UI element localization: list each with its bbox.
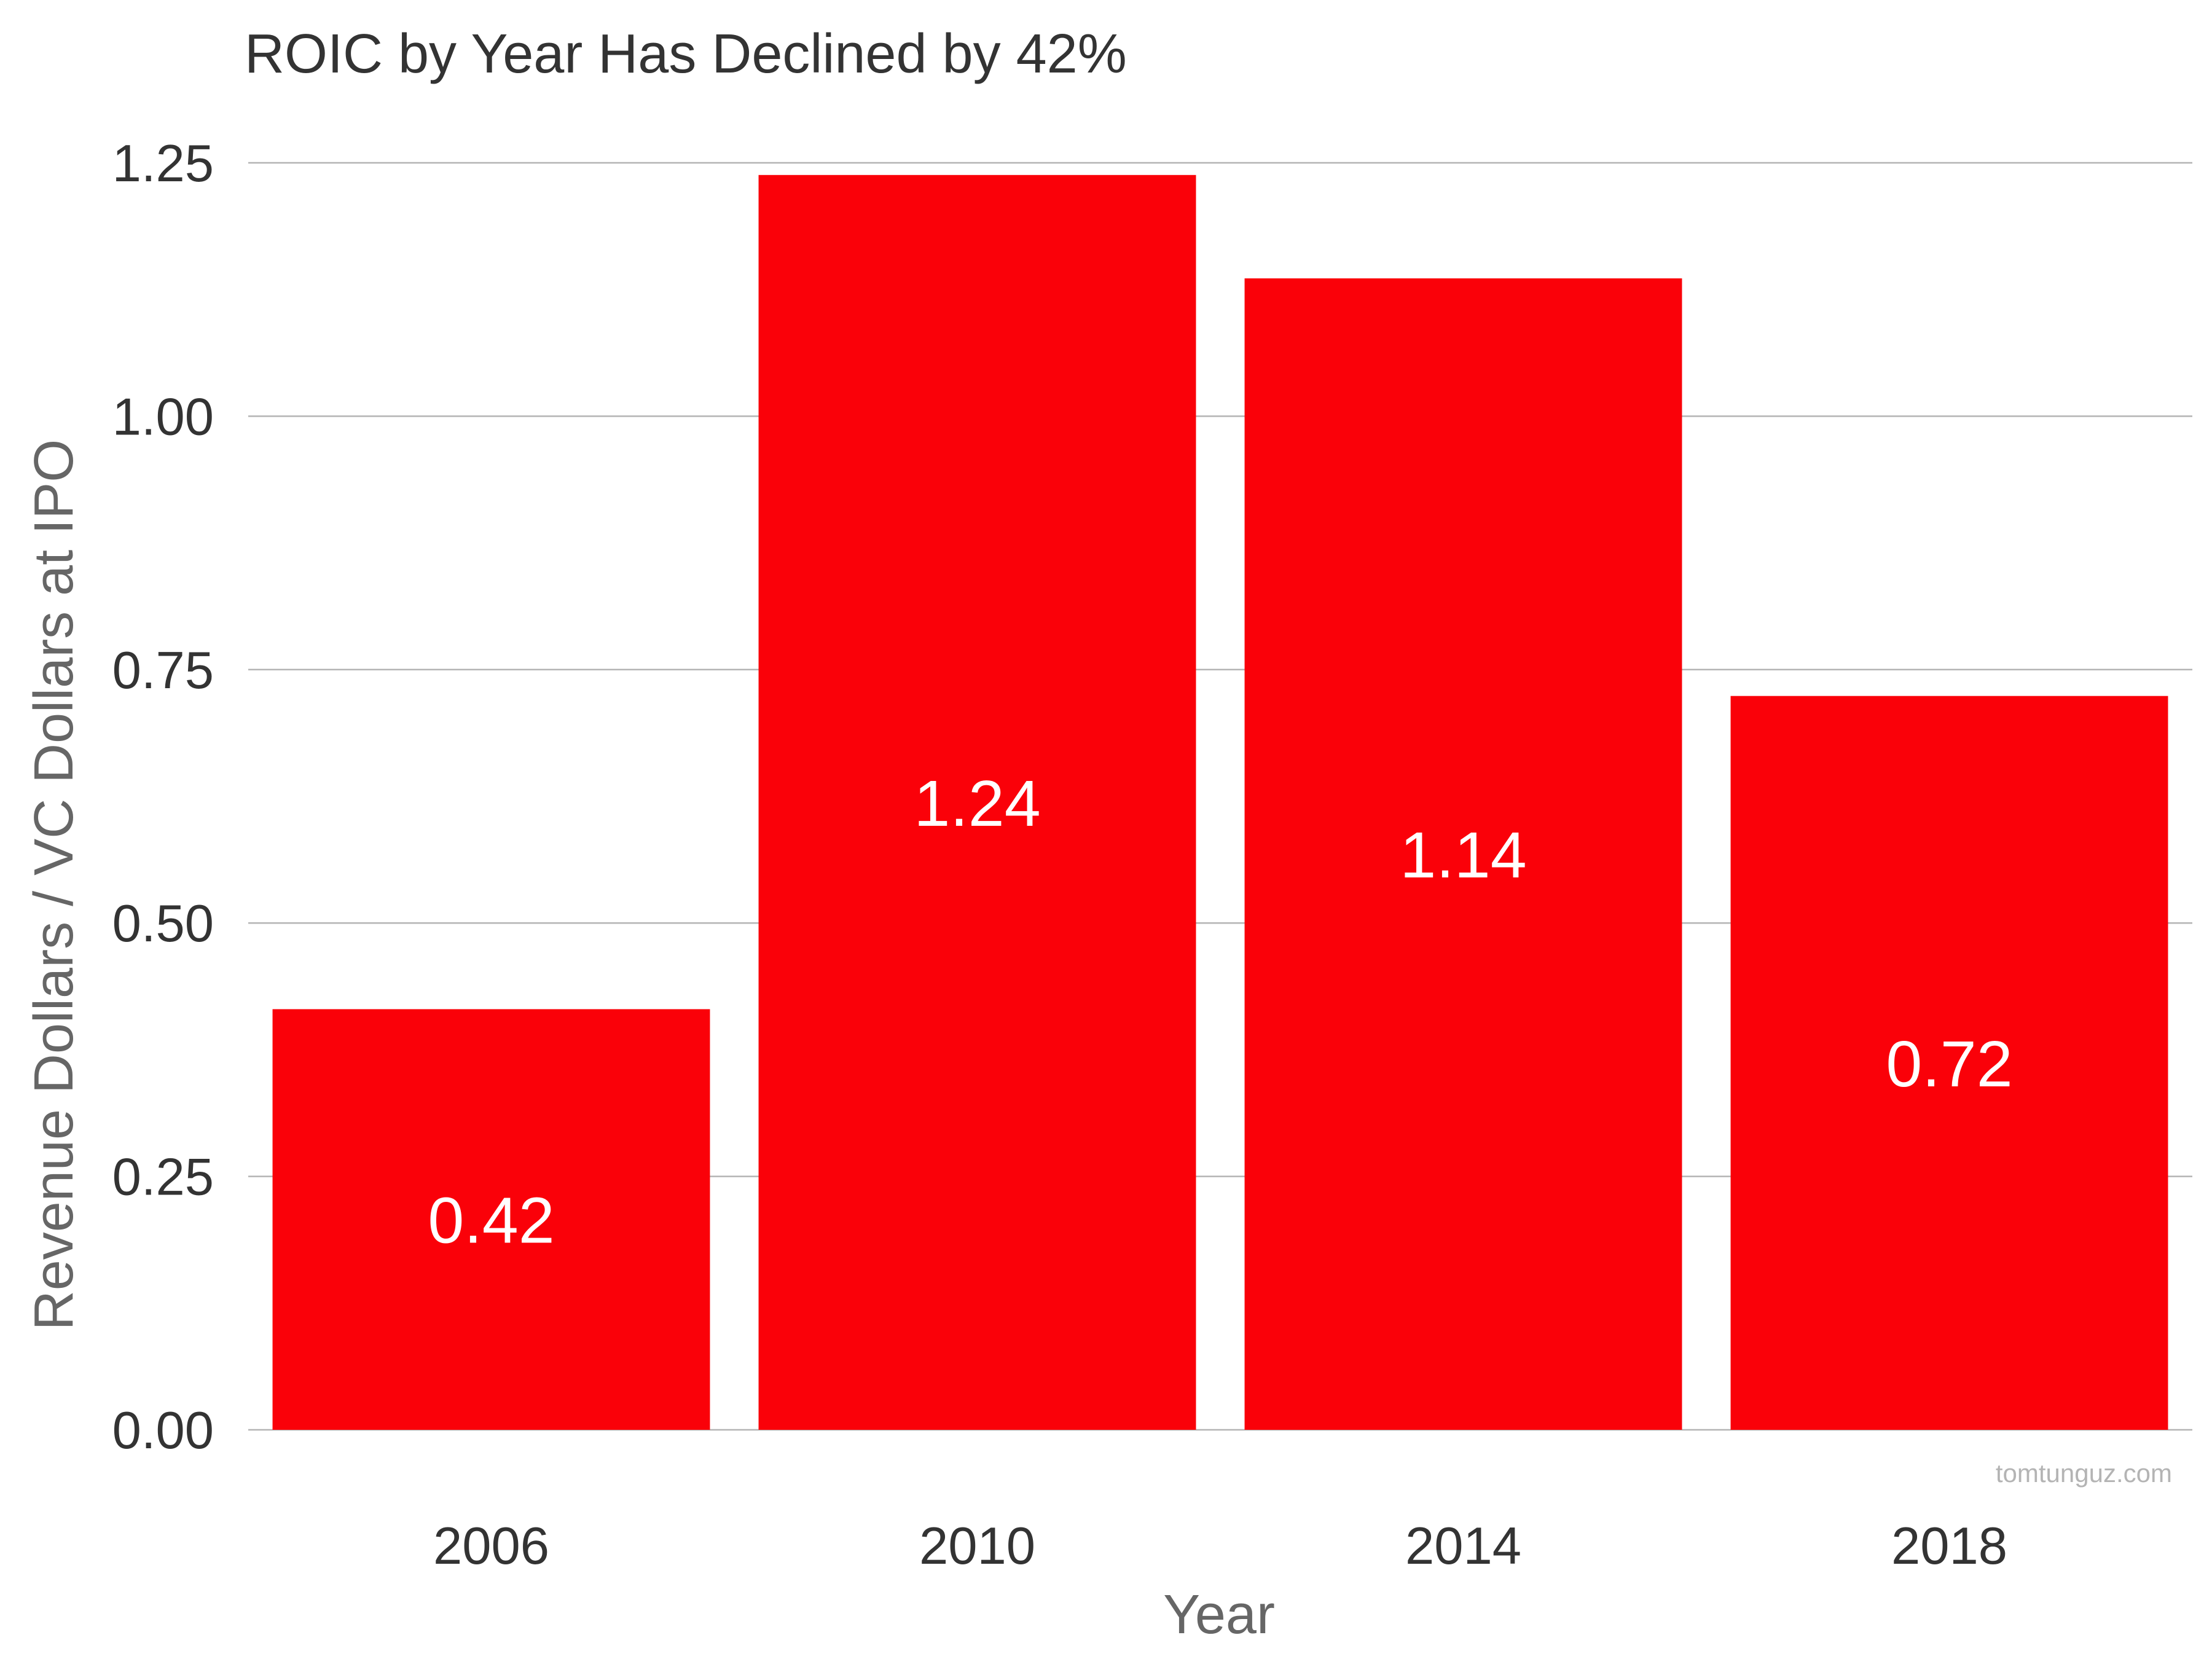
bar-2010: [758, 175, 1196, 1430]
x-axis-label: Year: [1163, 1584, 1275, 1645]
x-axis-ticks: 2006 2010 2014 2018: [433, 1517, 2007, 1575]
x-tick-label: 2018: [1891, 1517, 2007, 1575]
y-tick-label: 0.00: [112, 1402, 214, 1460]
watermark-text: tomtunguz.com: [1996, 1459, 2172, 1488]
x-tick-label: 2010: [919, 1517, 1035, 1575]
bar-2018: [1730, 696, 2168, 1430]
y-tick-label: 1.25: [112, 135, 214, 193]
bar-2006: [272, 1009, 710, 1430]
bars: [272, 175, 2168, 1430]
x-tick-label: 2014: [1405, 1517, 1521, 1575]
y-tick-label: 0.75: [112, 641, 214, 700]
y-axis-label: Revenue Dollars / VC Dollars at IPO: [23, 439, 85, 1331]
data-label-2014: 1.14: [1400, 819, 1526, 892]
data-label-2018: 0.72: [1886, 1028, 2012, 1100]
bar-2014: [1244, 278, 1682, 1430]
data-label-2006: 0.42: [428, 1185, 554, 1257]
y-tick-label: 1.00: [112, 388, 214, 446]
bar-data-labels: 0.42 1.24 1.14 0.72: [428, 767, 2012, 1257]
x-tick-label: 2006: [433, 1517, 549, 1575]
y-tick-label: 0.50: [112, 895, 214, 953]
y-axis-ticks: 0.00 0.25 0.50 0.75 1.00 1.25: [112, 135, 214, 1460]
y-tick-label: 0.25: [112, 1148, 214, 1207]
data-label-2010: 1.24: [914, 767, 1040, 840]
chart-title: ROIC by Year Has Declined by 42%: [245, 23, 1127, 85]
